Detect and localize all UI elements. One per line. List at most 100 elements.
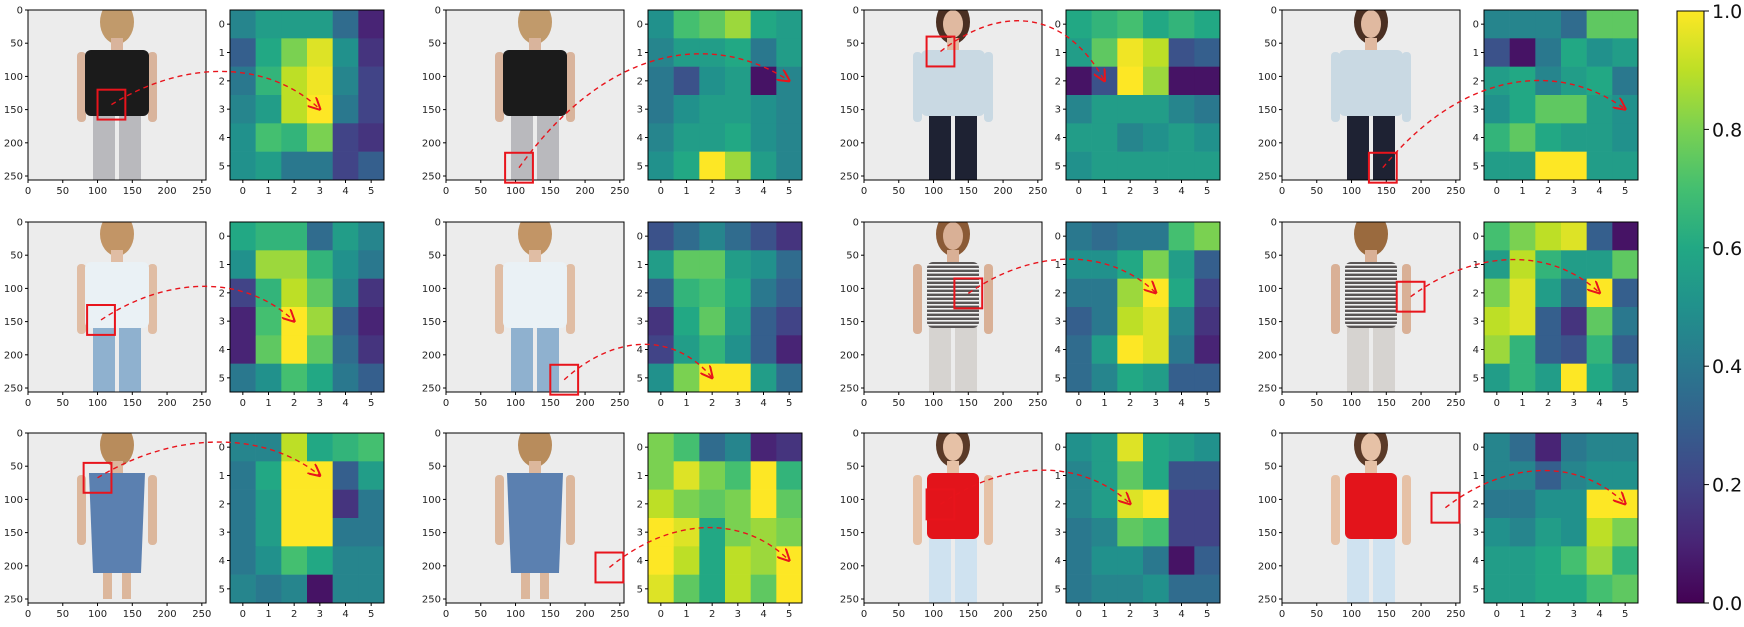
heatmap-axis-xtick-label: 5 — [786, 186, 792, 197]
heatmap-cell — [648, 123, 674, 152]
photo-axis-ytick-label: 200 — [1258, 561, 1277, 572]
heatmap-cell — [255, 95, 282, 124]
photo-axis-ytick-label: 200 — [1258, 350, 1277, 361]
heatmap-axis-ytick-label: 2 — [1473, 499, 1479, 510]
heatmap-cell — [1168, 307, 1195, 336]
neck — [529, 38, 541, 50]
heatmap-cell — [255, 151, 282, 181]
photo-axis-xtick-label: 150 — [959, 186, 978, 197]
heatmap-axis-xtick-label: 3 — [1571, 398, 1577, 409]
photo-axis-xtick-label: 0 — [443, 186, 449, 197]
photo-axis-ytick-label: 250 — [840, 172, 859, 183]
heatmap-cell — [1091, 518, 1118, 547]
heatmap-cell — [1509, 38, 1536, 67]
photo-axis-xtick-label: 0 — [25, 186, 31, 197]
photo-axis-xtick-label: 150 — [959, 398, 978, 409]
photo-axis-ytick-label: 150 — [4, 317, 23, 328]
heatmap-cell — [1168, 574, 1195, 604]
photo-axis-ytick-label: 50 — [428, 462, 441, 473]
heatmap-cell — [1509, 278, 1536, 308]
heatmap-cell — [1484, 250, 1510, 279]
heatmap-axis-ytick-label: 3 — [219, 317, 225, 328]
heatmap-cell — [1117, 574, 1144, 604]
heatmap-axis-ytick-label: 0 — [1473, 232, 1479, 243]
heatmap-cell — [1535, 151, 1562, 181]
heatmap-cell — [358, 307, 385, 336]
heatmap-axis-ytick-label: 5 — [637, 373, 643, 384]
heatmap-cell — [1066, 66, 1092, 96]
heatmap-cell — [332, 278, 359, 308]
heatmap-cell — [230, 433, 256, 462]
heatmap-cell — [776, 335, 803, 364]
colorbar-tick-label: 0.2 — [1712, 475, 1742, 497]
photo-axis-ytick-label: 100 — [4, 495, 23, 506]
heatmap-cell — [255, 250, 282, 279]
photo-content — [864, 433, 1042, 603]
heatmap-axis-ytick-label: 3 — [637, 528, 643, 539]
heatmap-axis-ytick-label: 3 — [219, 105, 225, 116]
heatmap-cell — [1561, 151, 1587, 181]
query-box — [86, 304, 116, 336]
photo-axis-ytick-label: 200 — [422, 138, 441, 149]
photo-axis-ytick-label: 250 — [4, 172, 23, 183]
left-leg — [103, 573, 112, 599]
photo-axis-xtick-label: 250 — [1446, 398, 1465, 409]
heatmap-cell — [699, 151, 726, 181]
heatmap-cell — [1612, 222, 1639, 251]
photo-axis-ytick-label: 150 — [1258, 528, 1277, 539]
heatmap-cell — [255, 307, 282, 336]
heatmap-cell — [648, 95, 674, 124]
heatmap-axis-xtick-label: 3 — [1153, 186, 1159, 197]
photo-axis-xtick-label: 150 — [1377, 609, 1396, 620]
heatmap-axis-ytick-label: 1 — [1473, 471, 1479, 482]
heatmap-axis-ytick-label: 4 — [1055, 133, 1061, 144]
photo-axis-xtick-label: 150 — [541, 609, 560, 620]
photo-axis-xtick-label: 0 — [861, 398, 867, 409]
heatmap-cell — [1066, 151, 1092, 181]
heatmap-cell — [1612, 151, 1639, 181]
heatmap-axis-xtick-label: 3 — [735, 398, 741, 409]
right-arm — [1402, 264, 1411, 334]
heatmap-cell — [1509, 222, 1536, 251]
heatmap-cell — [1117, 222, 1144, 251]
photo-axis-xtick-label: 50 — [474, 398, 487, 409]
heatmap-cell — [725, 123, 751, 152]
heatmap-cell — [776, 95, 803, 124]
right-arm — [566, 52, 575, 122]
heatmap-subplot: 0 1 2 3 4 5 0 1 2 3 4 5 — [1473, 221, 1639, 409]
heatmap-axis-ytick-label: 3 — [1055, 317, 1061, 328]
top-garment — [503, 262, 567, 328]
heatmap-cell — [358, 151, 385, 181]
heatmap-axis-ytick-label: 4 — [219, 556, 225, 567]
right-leg — [955, 110, 977, 180]
query-box — [96, 88, 127, 121]
heatmap-cell — [1066, 250, 1092, 279]
heatmap-cell — [1612, 123, 1639, 152]
heatmap-axis-xtick-label: 2 — [1545, 398, 1551, 409]
heatmap-cell — [648, 574, 674, 604]
heatmap-axis-xtick-label: 5 — [368, 609, 374, 620]
heatmap-axis-xtick-label: 1 — [265, 609, 271, 620]
heatmap-axis-xtick-label: 2 — [709, 186, 715, 197]
heatmap-cell — [750, 574, 777, 604]
heatmap-axis-xtick-label: 2 — [291, 609, 297, 620]
photo-axis-ytick-label: 100 — [1258, 284, 1277, 295]
heatmap-cell — [230, 278, 256, 308]
photo-axis-ytick-label: 150 — [422, 105, 441, 116]
photo-axis-xtick-label: 0 — [861, 186, 867, 197]
colorbar-tick-label: 0.4 — [1712, 356, 1742, 378]
photo-axis-xtick-label: 100 — [88, 609, 107, 620]
heatmap-cell — [307, 10, 333, 39]
heatmap-cell — [648, 278, 674, 308]
photo-axis-xtick-label: 50 — [1310, 398, 1323, 409]
top-garment — [85, 262, 149, 328]
dress — [89, 473, 145, 573]
heatmap-cell — [1194, 489, 1221, 519]
heatmap-cell — [1586, 222, 1613, 251]
photo-axis-ytick-label: 150 — [1258, 317, 1277, 328]
right-leg — [119, 322, 141, 392]
heatmap-cell — [1168, 489, 1195, 519]
heatmap-cell — [1561, 222, 1587, 251]
heatmap-axis-xtick-label: 2 — [709, 398, 715, 409]
